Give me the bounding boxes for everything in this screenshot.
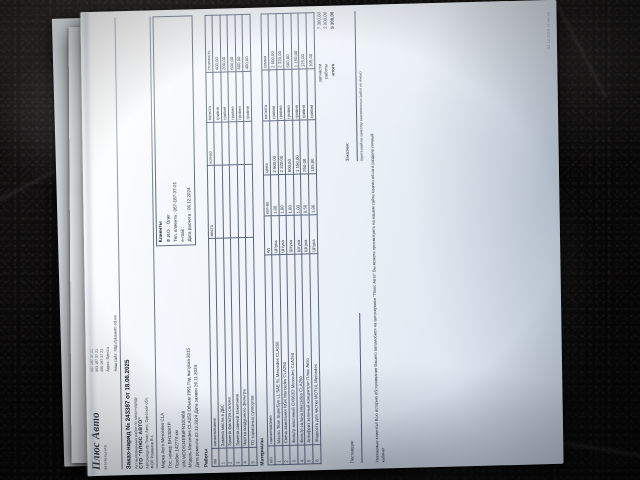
vehicle-field-value: Mercedes CLA250 bbox=[186, 412, 193, 451]
client-field-value: 067-187-37-21 bbox=[172, 181, 178, 212]
client-box: Клиенты Ф.И.О. : Олег Тел. клиента : 067… bbox=[152, 15, 197, 247]
works-cell-index: 5 bbox=[249, 447, 257, 466]
materials-cell-price: 105,00 bbox=[307, 119, 317, 174]
vehicle-field-label: Год выпуска bbox=[186, 359, 192, 385]
client-field-label: Тел. клиента bbox=[172, 215, 179, 242]
materials-cell-unit: Штука bbox=[309, 214, 318, 254]
document-rotated-content: Плюс Авто автотехцентр 067 187 37 21 063… bbox=[78, 0, 561, 476]
materials-cell-index: 6 bbox=[312, 444, 321, 464]
vehicle-field-value: 1991 bbox=[186, 385, 192, 397]
vehicle-field-label: Объем bbox=[186, 397, 192, 412]
works-cell-qty bbox=[243, 121, 253, 165]
customer-signature-block: Заказчик: (претензий по качеству выполне… bbox=[341, 11, 364, 162]
vehicle-field-label: VIN bbox=[181, 460, 187, 468]
supplier-signature-block: Поставщик: bbox=[346, 313, 369, 464]
vehicle-field-value: 26.11.2024 bbox=[192, 364, 199, 388]
vehicle-field-label: Дата заявки bbox=[193, 388, 199, 414]
document-body: Плюс Авто автотехцентр 067 187 37 21 063… bbox=[85, 6, 556, 470]
materials-cell-currency: гривня bbox=[306, 68, 316, 121]
company-address-line: Адрес: Одесса bbox=[105, 316, 111, 372]
vehicle-block: Марка Авто Mercedes CLA Гос. номер BH130… bbox=[157, 253, 202, 468]
vehicle-field-value: BH1308TP bbox=[166, 422, 173, 445]
totals-label: запчасти bbox=[316, 63, 323, 83]
work-order-document: Плюс Авто автотехцентр 067 187 37 21 063… bbox=[78, 0, 564, 477]
company-logo-subtitle: автотехцентр bbox=[103, 444, 108, 470]
totals-label: итого bbox=[329, 63, 335, 76]
totals-value: 7 300,00 bbox=[315, 11, 322, 30]
company-website-line: Наш сайт: http://plusavto.od.ua bbox=[112, 315, 118, 371]
vehicle-field-label: Модель bbox=[187, 451, 193, 468]
client-field-label: e-mail bbox=[179, 229, 185, 242]
document-header: Плюс Авто автотехцентр 067 187 37 21 063… bbox=[85, 17, 120, 470]
materials-cell-sum: 105,00 bbox=[305, 12, 315, 69]
client-field-value: Олег bbox=[165, 214, 172, 225]
customer-note: (претензий по качеству выполненных работ… bbox=[358, 71, 364, 161]
company-address-value: Одесса bbox=[105, 346, 110, 360]
company-logo: Плюс Авто bbox=[89, 412, 103, 471]
totals-label: работы bbox=[323, 63, 329, 79]
vehicle-field-label: Пробег bbox=[174, 452, 180, 468]
works-cell-cost: 400,00 bbox=[242, 14, 251, 72]
vehicle-field-label: Дата ремонта bbox=[194, 438, 200, 468]
print-timestamp: 06.12.2024 12:46:35 bbox=[546, 11, 551, 49]
materials-cell-qty: 1,00 bbox=[308, 173, 317, 215]
client-block: Клиенты Ф.И.О. : Олег Тел. клиента : 067… bbox=[152, 15, 198, 247]
signature-section: Поставщик: Заказчик: (претензий по качес… bbox=[341, 11, 369, 463]
client-field-label: Дата расчета bbox=[186, 213, 192, 242]
company-block: Плюс Авто автотехцентр bbox=[90, 378, 108, 470]
vehicle-field-value: Mercedes CLA bbox=[160, 412, 166, 443]
customer-signature-line[interactable] bbox=[347, 11, 358, 162]
client-vehicle-section: Марка Авто Mercedes CLA Гос. номер BH130… bbox=[152, 15, 202, 468]
client-field-value: 06.12.2024 bbox=[185, 187, 192, 211]
works-table: п/п наименование место кол-во валюта сто… bbox=[204, 14, 257, 467]
vehicle-field-value: 142774 км bbox=[173, 430, 180, 452]
vehicle-field-label: Гос. номер bbox=[167, 445, 173, 469]
materials-table: п/п наименование ед кол-во цена валюта с… bbox=[260, 12, 321, 465]
works-cell-currency: гривня bbox=[243, 71, 252, 122]
client-field-label: Ф.И.О. bbox=[166, 228, 172, 243]
company-site-label: Наш сайт: bbox=[112, 352, 118, 372]
works-cell-place bbox=[244, 164, 254, 238]
company-contacts: 067 187 37 21 063 187 37 21 050 187 37 2… bbox=[89, 315, 118, 372]
vehicle-field-value: WDDSJ4EB8FN100468 bbox=[180, 410, 186, 459]
company-site-url[interactable]: http://plusavto.od.ua bbox=[112, 315, 118, 352]
company-address-label: Адрес: bbox=[105, 360, 110, 372]
vehicle-field-value: 2015 bbox=[185, 347, 192, 358]
totals-value: 2 000,00 bbox=[322, 11, 328, 30]
totals-value: 9 300,00 bbox=[328, 11, 335, 29]
materials-cell-name: Жидкость для чистки MOTUL Mercedes bbox=[309, 253, 321, 445]
footer-note: Уважаемые клиенты! Всю историю обслужива… bbox=[369, 133, 386, 463]
vehicle-field-label: Марка Авто bbox=[160, 443, 166, 469]
vehicle-field-value: 02.12.2024 bbox=[193, 414, 200, 438]
